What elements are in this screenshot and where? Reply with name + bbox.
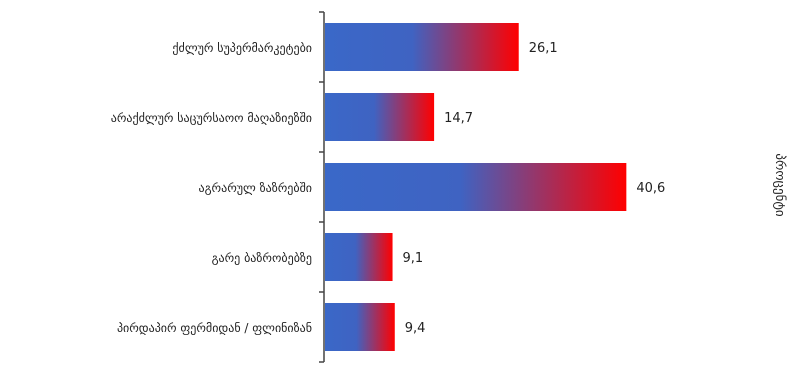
value-label: 9,1 bbox=[403, 251, 424, 266]
category-label: არაქძლურ საცურსაოო მაღაზიეზში bbox=[111, 111, 312, 125]
category-label: გარე ბაზრობებზე bbox=[212, 251, 312, 265]
bar bbox=[325, 163, 627, 211]
bar bbox=[325, 233, 393, 281]
category-label: პირდაპირ ფერმიდან / ფლინიზან bbox=[117, 321, 312, 335]
value-label: 9,4 bbox=[405, 321, 426, 336]
bar bbox=[325, 93, 435, 141]
category-labels: ქძლურ სუპერმარკეტები არაქძლურ საცურსაოო მ… bbox=[111, 41, 312, 335]
value-label: 40,6 bbox=[636, 181, 665, 196]
bar bbox=[325, 303, 395, 351]
value-label: 26,1 bbox=[529, 41, 558, 56]
category-label: ქძლურ სუპერმარკეტები bbox=[172, 41, 312, 55]
bars bbox=[325, 23, 627, 351]
y-axis-ticks bbox=[319, 11, 324, 363]
value-labels: 26,1 14,7 40,6 9,1 9,4 bbox=[403, 41, 666, 336]
value-label: 14,7 bbox=[444, 111, 473, 126]
y-axis-title: პროცენტი bbox=[772, 153, 787, 216]
bar bbox=[325, 23, 519, 71]
category-label: აგრარულ ზაზრებში bbox=[198, 181, 312, 195]
